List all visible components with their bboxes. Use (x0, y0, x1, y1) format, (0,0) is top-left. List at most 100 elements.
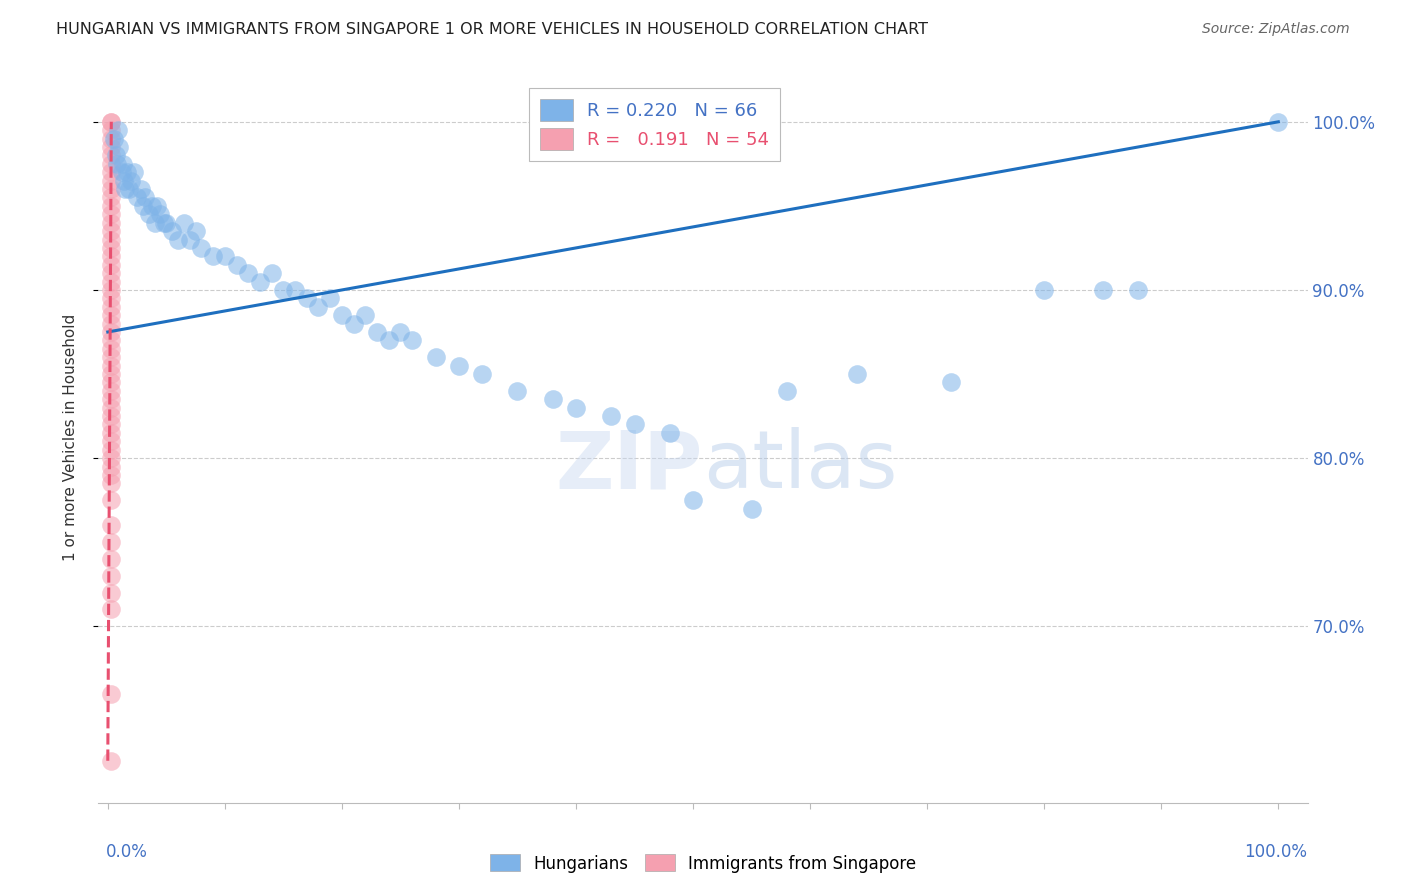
Point (100, 518, 122, 533)
Point (100, 258, 122, 272)
Text: HUNGARIAN VS IMMIGRANTS FROM SINGAPORE 1 OR MORE VEHICLES IN HOUSEHOLD CORRELATI: HUNGARIAN VS IMMIGRANTS FROM SINGAPORE 1… (56, 22, 928, 37)
Text: 100.0%: 100.0% (1244, 843, 1308, 861)
Point (1091, 283, 1114, 297)
Point (100, 199, 122, 213)
Point (100, 585, 122, 599)
Point (100, 190, 122, 204)
Point (658, 425, 681, 440)
Point (129, 182, 152, 196)
Point (100, 140, 122, 154)
Point (1033, 283, 1056, 297)
Point (100, 417, 122, 432)
Point (100, 233, 122, 247)
Point (111, 157, 134, 171)
Point (125, 190, 148, 204)
Point (100, 317, 122, 331)
Point (167, 233, 190, 247)
Point (308, 300, 330, 314)
Point (100, 334, 122, 348)
Point (100, 157, 122, 171)
Point (939, 376, 962, 390)
Point (319, 291, 342, 305)
Point (100, 148, 122, 162)
Point (100, 434, 122, 449)
Point (100, 308, 122, 322)
Text: atlas: atlas (703, 427, 897, 506)
Point (143, 216, 166, 230)
Point (108, 140, 131, 154)
Point (100, 552, 122, 566)
Point (284, 283, 307, 297)
Point (100, 266, 122, 280)
Point (114, 182, 136, 196)
Point (100, 207, 122, 221)
Point (100, 459, 122, 474)
Text: Source: ZipAtlas.com: Source: ZipAtlas.com (1202, 22, 1350, 37)
Point (132, 199, 155, 213)
Point (100, 376, 122, 390)
Point (214, 249, 236, 263)
Point (179, 233, 201, 247)
Point (447, 359, 470, 373)
Point (100, 241, 122, 255)
Point (471, 367, 494, 381)
Point (173, 216, 195, 230)
Point (100, 401, 122, 415)
Point (366, 325, 388, 339)
Point (682, 493, 704, 508)
Point (103, 131, 125, 145)
Point (155, 216, 177, 230)
Point (100, 291, 122, 305)
Point (100, 535, 122, 549)
Point (260, 266, 283, 280)
Point (100, 325, 122, 339)
Point (377, 334, 399, 348)
Point (153, 216, 176, 230)
Point (100, 602, 122, 616)
Point (100, 174, 122, 188)
Point (100, 451, 122, 466)
Point (100, 300, 122, 314)
Point (100, 367, 122, 381)
Point (100, 425, 122, 440)
Point (100, 182, 122, 196)
Point (100, 115, 122, 129)
Y-axis label: 1 or more Vehicles in Household: 1 or more Vehicles in Household (63, 313, 77, 561)
Point (141, 199, 163, 213)
Point (100, 359, 122, 373)
Point (389, 325, 412, 339)
Point (134, 190, 156, 204)
Point (100, 216, 122, 230)
Point (100, 275, 122, 289)
Text: ZIP: ZIP (555, 427, 703, 506)
Point (100, 224, 122, 238)
Point (273, 283, 295, 297)
Point (100, 131, 122, 145)
Point (105, 157, 128, 171)
Point (104, 148, 127, 162)
Point (190, 241, 212, 255)
Point (184, 224, 207, 238)
Point (741, 501, 763, 516)
Point (249, 275, 271, 289)
Point (202, 249, 225, 263)
Text: 0.0%: 0.0% (105, 843, 148, 861)
Point (354, 308, 377, 322)
Point (623, 417, 645, 432)
Point (295, 291, 318, 305)
Point (506, 384, 529, 398)
Point (100, 342, 122, 356)
Point (100, 686, 122, 700)
Point (1126, 283, 1149, 297)
Point (120, 174, 142, 188)
Point (100, 165, 122, 179)
Point (541, 392, 564, 407)
Point (100, 123, 122, 137)
Point (100, 442, 122, 457)
Point (600, 409, 623, 423)
Point (342, 317, 364, 331)
Point (100, 569, 122, 583)
Legend: Hungarians, Immigrants from Singapore: Hungarians, Immigrants from Singapore (484, 847, 922, 880)
Point (107, 123, 129, 137)
Point (138, 207, 160, 221)
